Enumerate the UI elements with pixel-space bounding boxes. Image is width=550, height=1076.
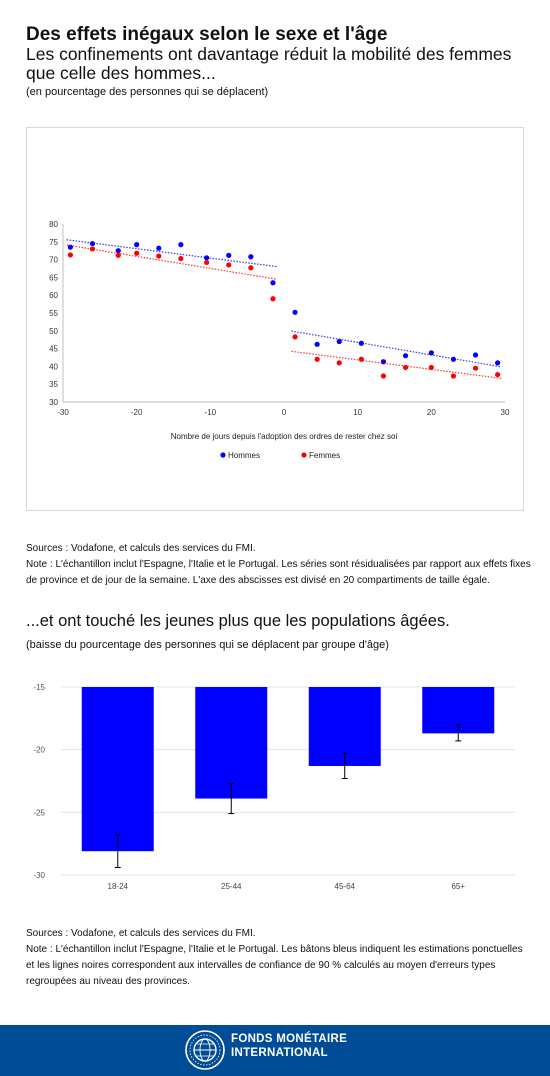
bar-45-64 bbox=[308, 687, 381, 766]
chart1-unit: (en pourcentage des personnes qui se dép… bbox=[26, 86, 269, 98]
point-femmes bbox=[495, 371, 501, 378]
point-femmes bbox=[226, 262, 232, 268]
x-tick-label: 20 bbox=[427, 408, 436, 417]
y-tick-label: -25 bbox=[33, 808, 45, 817]
trendline-femmes bbox=[291, 350, 502, 379]
point-femmes bbox=[472, 365, 479, 371]
point-femmes bbox=[115, 252, 121, 258]
point-hommes bbox=[89, 240, 96, 247]
x-tick-label: 18-24 bbox=[108, 882, 129, 891]
x-tick-label: 45-64 bbox=[335, 882, 356, 891]
imf-logo-text: FONDS MONÉTAIRE INTERNATIONAL bbox=[231, 1032, 347, 1060]
page-subtitle: Les confinements ont davantage réduit la… bbox=[26, 44, 512, 83]
point-hommes bbox=[428, 350, 434, 356]
x-axis-title: Nombre de jours depuis l'adoption des or… bbox=[171, 432, 398, 441]
point-femmes bbox=[428, 364, 434, 371]
point-femmes bbox=[450, 373, 457, 379]
org-name-line1: FONDS MONÉTAIRE bbox=[231, 1033, 348, 1045]
x-tick-label: 25-44 bbox=[221, 882, 242, 891]
x-tick-label: 65+ bbox=[451, 882, 465, 891]
x-tick-label: 10 bbox=[353, 408, 362, 417]
point-femmes bbox=[358, 356, 364, 362]
y-tick-label: -15 bbox=[33, 683, 45, 692]
bar-25-44 bbox=[195, 687, 268, 799]
point-femmes bbox=[314, 356, 320, 362]
point-hommes bbox=[270, 280, 276, 286]
point-femmes bbox=[402, 364, 409, 371]
point-hommes bbox=[402, 353, 409, 359]
point-femmes bbox=[178, 255, 184, 262]
point-femmes bbox=[248, 265, 254, 271]
point-hommes bbox=[226, 252, 232, 258]
footer-bar: FONDS MONÉTAIRE INTERNATIONAL bbox=[0, 1025, 550, 1076]
scatter-chart-frame: 30 35 40 45 50 55 60 65 70 75 80 -30 -20 -10 0 10 20 30 No… bbox=[26, 127, 524, 511]
point-femmes bbox=[67, 252, 73, 258]
point-hommes bbox=[115, 248, 121, 254]
point-hommes bbox=[358, 340, 364, 346]
point-femmes bbox=[336, 360, 342, 366]
y-tick-label: 75 bbox=[49, 238, 58, 247]
sources-2: Sources : Vodafone, et calculs des servi… bbox=[26, 928, 256, 939]
point-hommes bbox=[156, 245, 162, 251]
point-femmes bbox=[204, 259, 210, 266]
sources-1: Sources : Vodafone, et calculs des servi… bbox=[26, 543, 256, 554]
point-hommes bbox=[495, 360, 501, 366]
y-tick-label: 40 bbox=[49, 362, 58, 371]
y-tick-label: 70 bbox=[49, 256, 58, 265]
x-tick-label: -30 bbox=[57, 408, 69, 417]
x-tick-label: -10 bbox=[205, 408, 217, 417]
x-tick-label: -20 bbox=[131, 408, 143, 417]
trendline-hommes bbox=[291, 330, 502, 368]
point-femmes bbox=[380, 373, 387, 379]
y-tick-label: 60 bbox=[49, 291, 58, 300]
note-2: Note : L'échantillon inclut l'Espagne, l… bbox=[26, 944, 523, 987]
y-tick-label: 45 bbox=[49, 345, 58, 354]
org-name-line2: INTERNATIONAL bbox=[231, 1047, 328, 1059]
point-hommes bbox=[67, 244, 73, 250]
point-hommes bbox=[450, 356, 457, 362]
point-hommes bbox=[134, 242, 140, 248]
point-hommes bbox=[380, 359, 387, 365]
y-tick-label: 65 bbox=[49, 273, 58, 282]
imf-seal-icon bbox=[185, 1030, 225, 1070]
note-1: Note : L'échantillon inclut l'Espagne, l… bbox=[26, 559, 531, 586]
point-femmes bbox=[156, 253, 162, 259]
point-hommes bbox=[292, 309, 298, 315]
y-tick-label: 30 bbox=[49, 398, 58, 407]
point-hommes bbox=[204, 255, 210, 261]
point-hommes bbox=[472, 352, 479, 358]
legend-marker-femmes bbox=[301, 452, 307, 458]
trendline-femmes bbox=[66, 244, 277, 280]
point-femmes bbox=[292, 334, 298, 340]
section2-unit: (baisse du pourcentage des personnes qui… bbox=[26, 639, 389, 651]
legend-label-femmes: Femmes bbox=[309, 451, 340, 460]
y-tick-label: -30 bbox=[33, 871, 45, 880]
y-tick-label: 35 bbox=[49, 380, 58, 389]
point-hommes bbox=[178, 242, 184, 248]
bar-chart: -15 -20 -25 -30 18-24 25-44 45-64 65+ bbox=[33, 683, 515, 891]
legend-marker-hommes bbox=[220, 452, 226, 458]
point-hommes bbox=[336, 338, 342, 345]
y-tick-label: 55 bbox=[49, 309, 58, 318]
point-femmes bbox=[134, 250, 140, 256]
scatter-chart: 30 35 40 45 50 55 60 65 70 75 80 -30 -20 -10 0 10 20 30 No… bbox=[49, 220, 510, 460]
page-title: Des effets inégaux selon le sexe et l'âg… bbox=[26, 24, 388, 45]
point-femmes bbox=[270, 296, 276, 302]
x-tick-label: 0 bbox=[282, 408, 287, 417]
trendline-hommes bbox=[66, 239, 277, 268]
point-hommes bbox=[314, 341, 320, 347]
point-hommes bbox=[248, 254, 254, 260]
y-tick-label: 80 bbox=[49, 220, 58, 229]
y-tick-label: 50 bbox=[49, 327, 58, 336]
legend-label-hommes: Hommes bbox=[228, 451, 260, 460]
section2-title: ...et ont touché les jeunes plus que les… bbox=[26, 612, 450, 630]
bar-18-24 bbox=[81, 687, 154, 852]
y-tick-label: -20 bbox=[33, 746, 45, 755]
point-femmes bbox=[89, 246, 96, 252]
x-tick-label: 30 bbox=[501, 408, 510, 417]
